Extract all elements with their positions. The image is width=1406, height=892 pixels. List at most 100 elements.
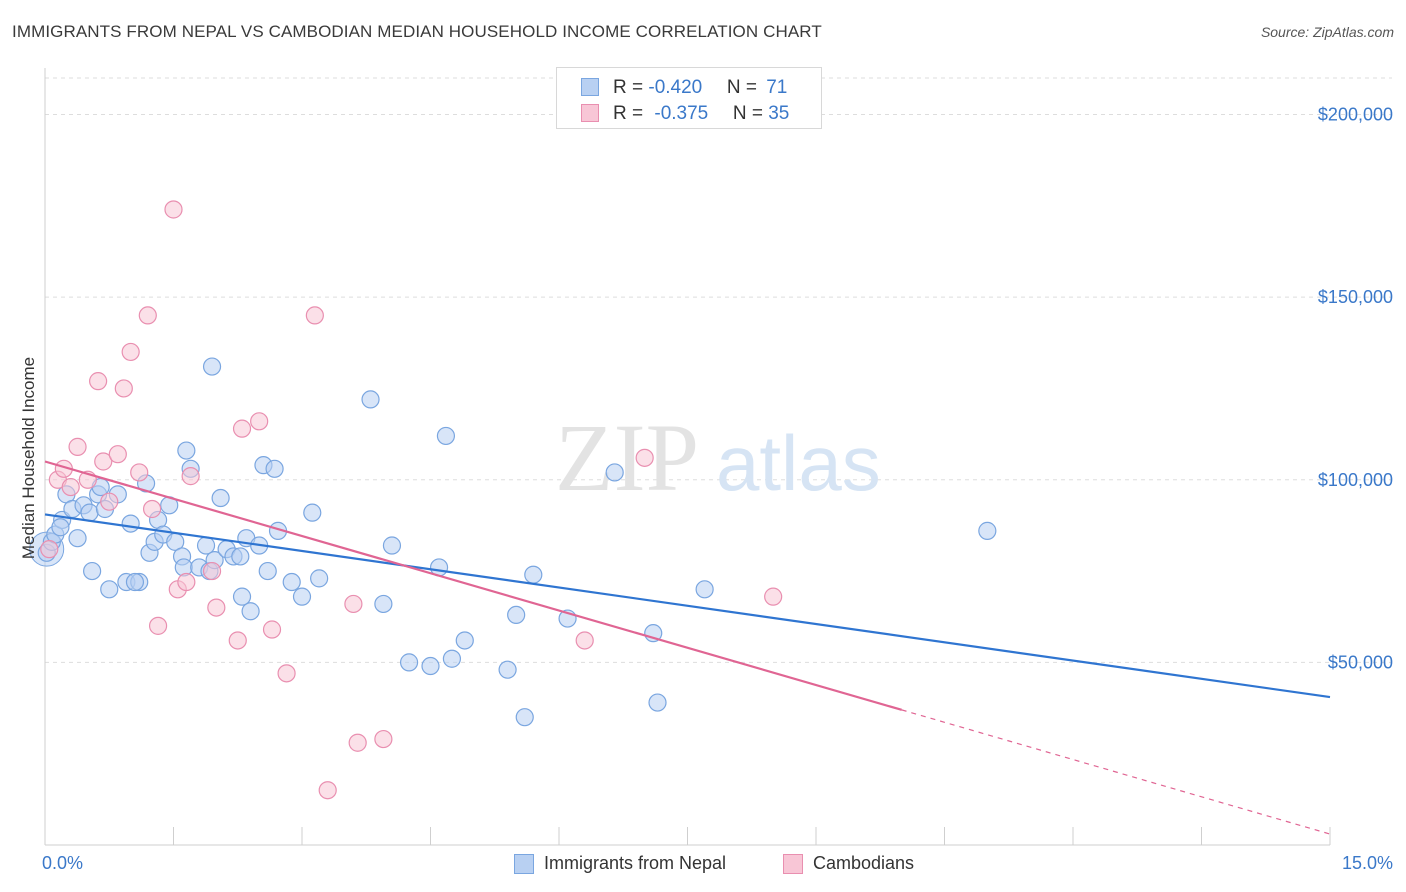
data-point — [68, 529, 87, 548]
data-point — [108, 445, 127, 464]
data-point — [277, 664, 296, 683]
cambodian-trend-extension — [901, 709, 1331, 835]
data-point — [436, 426, 456, 446]
data-point — [348, 733, 367, 752]
cambodian-legend-swatch — [783, 854, 803, 874]
y-tick-label: $200,000 — [1318, 105, 1393, 125]
axes — [44, 68, 1331, 846]
data-point — [515, 708, 534, 727]
data-point — [138, 306, 157, 325]
data-point — [51, 518, 70, 537]
data-point — [202, 357, 222, 376]
data-point — [382, 536, 402, 555]
n-label: N = — [726, 77, 763, 98]
nepal-legend-swatch — [514, 854, 534, 874]
y-tick-label: $100,000 — [1318, 470, 1393, 490]
data-point — [231, 547, 250, 566]
data-point — [344, 594, 363, 614]
y-axis-label: Median Household Income — [19, 357, 38, 559]
data-point — [305, 306, 324, 325]
data-point — [421, 656, 440, 676]
data-point — [764, 587, 783, 606]
data-point — [130, 463, 149, 482]
data-point — [575, 631, 594, 650]
data-point — [310, 569, 329, 588]
data-point — [80, 503, 99, 522]
stats-legend: R = -0.420 N = 71 R = -0.375 N = 35 — [556, 67, 822, 129]
watermark-zip: ZIP — [555, 404, 699, 511]
data-point — [228, 631, 247, 650]
data-point — [507, 605, 526, 625]
data-point — [68, 437, 87, 456]
data-point — [89, 372, 108, 391]
cambodian-swatch — [581, 104, 599, 122]
data-point — [258, 561, 277, 581]
trend-lines — [44, 460, 1331, 835]
data-point — [695, 580, 714, 599]
source-label: Source: ZipAtlas.com — [1260, 24, 1394, 40]
r-value: -0.420 — [648, 77, 703, 98]
nepal-swatch — [581, 78, 599, 96]
data-point — [40, 540, 59, 559]
tick-labels: $50,000 $100,000 $150,000 $200,000 0.0% 15.0% — [42, 105, 1393, 873]
data-point — [524, 565, 543, 584]
data-point — [374, 729, 393, 749]
y-tick-label: $50,000 — [1328, 652, 1393, 672]
data-point — [978, 521, 997, 540]
data-point — [211, 488, 230, 508]
watermark-atlas: atlas — [716, 419, 881, 507]
data-point — [232, 587, 252, 606]
data-point — [241, 602, 260, 621]
data-point — [442, 649, 462, 668]
data-point — [318, 781, 337, 800]
n-label: N = — [732, 103, 769, 124]
y-tick-label: $150,000 — [1318, 287, 1393, 307]
chart-title: IMMIGRANTS FROM NEPAL VS CAMBODIAN MEDIA… — [12, 22, 822, 41]
data-point — [250, 412, 269, 431]
n-value: 35 — [768, 103, 790, 124]
data-point — [181, 467, 200, 486]
data-point — [148, 616, 168, 635]
data-point — [177, 441, 196, 460]
data-point — [399, 653, 419, 672]
data-point — [121, 514, 140, 533]
data-point — [361, 390, 380, 409]
nepal-points — [29, 357, 997, 727]
r-label: R = — [613, 77, 649, 98]
grid-lines — [45, 77, 1392, 663]
data-point — [374, 594, 393, 614]
data-point — [94, 452, 113, 471]
data-point — [202, 561, 222, 581]
data-point — [164, 200, 183, 219]
data-point — [455, 631, 474, 650]
data-point — [61, 477, 80, 497]
data-point — [177, 572, 196, 592]
data-point — [292, 587, 312, 606]
data-point — [121, 342, 140, 362]
nepal-legend-label: Immigrants from Nepal — [544, 853, 727, 873]
data-point — [83, 561, 102, 581]
data-point — [282, 572, 301, 592]
data-point — [265, 459, 284, 478]
r-label: R = — [613, 103, 649, 124]
watermark: ZIP atlas — [555, 404, 881, 511]
data-point — [498, 660, 517, 679]
data-point — [207, 598, 226, 617]
n-value: 71 — [766, 77, 788, 98]
data-point — [303, 503, 322, 522]
nepal-trend-line — [44, 513, 1331, 699]
x-tick-label: 15.0% — [1342, 853, 1393, 873]
r-value: -0.375 — [654, 103, 709, 124]
cambodian-legend-label: Cambodians — [813, 853, 915, 873]
data-point — [648, 693, 667, 712]
data-point — [262, 620, 282, 639]
x-tick-label: 0.0% — [42, 853, 83, 873]
data-point — [635, 448, 654, 467]
cambodian-points — [40, 200, 783, 800]
data-point — [125, 572, 145, 592]
data-point — [100, 492, 119, 511]
data-point — [114, 379, 133, 398]
data-point — [232, 419, 252, 438]
cambodian-trend-line — [44, 460, 902, 711]
